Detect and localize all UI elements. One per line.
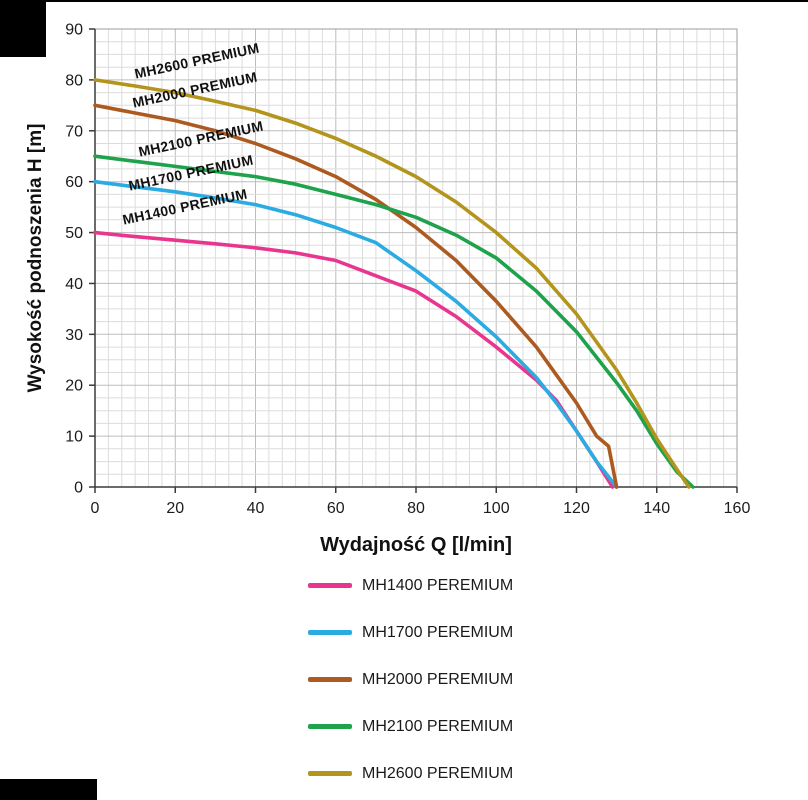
legend-item-MH1400: MH1400 PEREMIUM: [308, 562, 513, 609]
x-tick-label: 160: [724, 500, 751, 517]
y-tick-label: 20: [65, 378, 83, 395]
x-tick-label: 60: [327, 500, 345, 517]
legend-label-MH2600: MH2600 PEREMIUM: [362, 764, 514, 782]
x-axis-title: Wydajność Q [l/min]: [320, 534, 512, 556]
y-tick-label: 60: [65, 174, 83, 191]
y-tick-label: 0: [74, 480, 83, 497]
chart-plot-area: 0 20 40 60 80 100 120 140 160 0 10 20 30 40 50 60 70 80 90: [65, 22, 751, 518]
x-tick-label: 100: [483, 500, 510, 517]
corner-mark-bottom-left: [0, 779, 97, 800]
x-tick-label: 0: [91, 500, 100, 517]
legend-label-MH1700: MH1700 PEREMIUM: [362, 623, 514, 641]
y-tick-label: 50: [65, 225, 83, 242]
curve-MH2600: [93, 78, 691, 489]
curve-MH1700: [93, 179, 619, 489]
legend-label-MH2000: MH2000 PEREMIUM: [362, 670, 514, 688]
y-axis-title: Wysokość podnoszenia H [m]: [25, 123, 46, 393]
y-tick-label: 40: [65, 276, 83, 293]
legend-swatch-MH1700: [308, 630, 352, 635]
legend-swatch-MH2600: [308, 771, 352, 776]
legend-label-MH2100: MH2100 PEREMIUM: [362, 717, 514, 735]
legend-item-MH1700: MH1700 PEREMIUM: [308, 609, 513, 656]
corner-mark-top-left: [0, 2, 46, 57]
y-tick-label: 30: [65, 327, 83, 344]
legend-swatch-MH2000: [308, 677, 352, 682]
legend-item-MH2600: MH2600 PEREMIUM: [308, 750, 513, 797]
y-tick-label: 70: [65, 123, 83, 140]
y-tick-label: 80: [65, 72, 83, 89]
legend-swatch-MH1400: [308, 583, 352, 588]
curve-MH2000: [93, 103, 619, 489]
x-tick-label: 80: [407, 500, 425, 517]
x-tick-label: 20: [166, 500, 184, 517]
legend-item-MH2100: MH2100 PEREMIUM: [308, 703, 513, 750]
x-tick-label: 40: [247, 500, 265, 517]
x-tick-label: 140: [643, 500, 670, 517]
x-tick-label: 120: [563, 500, 590, 517]
y-tick-label: 10: [65, 429, 83, 446]
curve-MH2100: [93, 154, 695, 489]
legend-item-MH2000: MH2000 PEREMIUM: [308, 656, 513, 703]
legend-label-MH1400: MH1400 PEREMIUM: [362, 576, 514, 594]
chart-legend: MH1400 PEREMIUM MH1700 PEREMIUM MH2000 PER…: [308, 562, 513, 797]
legend-swatch-MH2100: [308, 724, 352, 729]
y-tick-label: 90: [65, 22, 83, 39]
